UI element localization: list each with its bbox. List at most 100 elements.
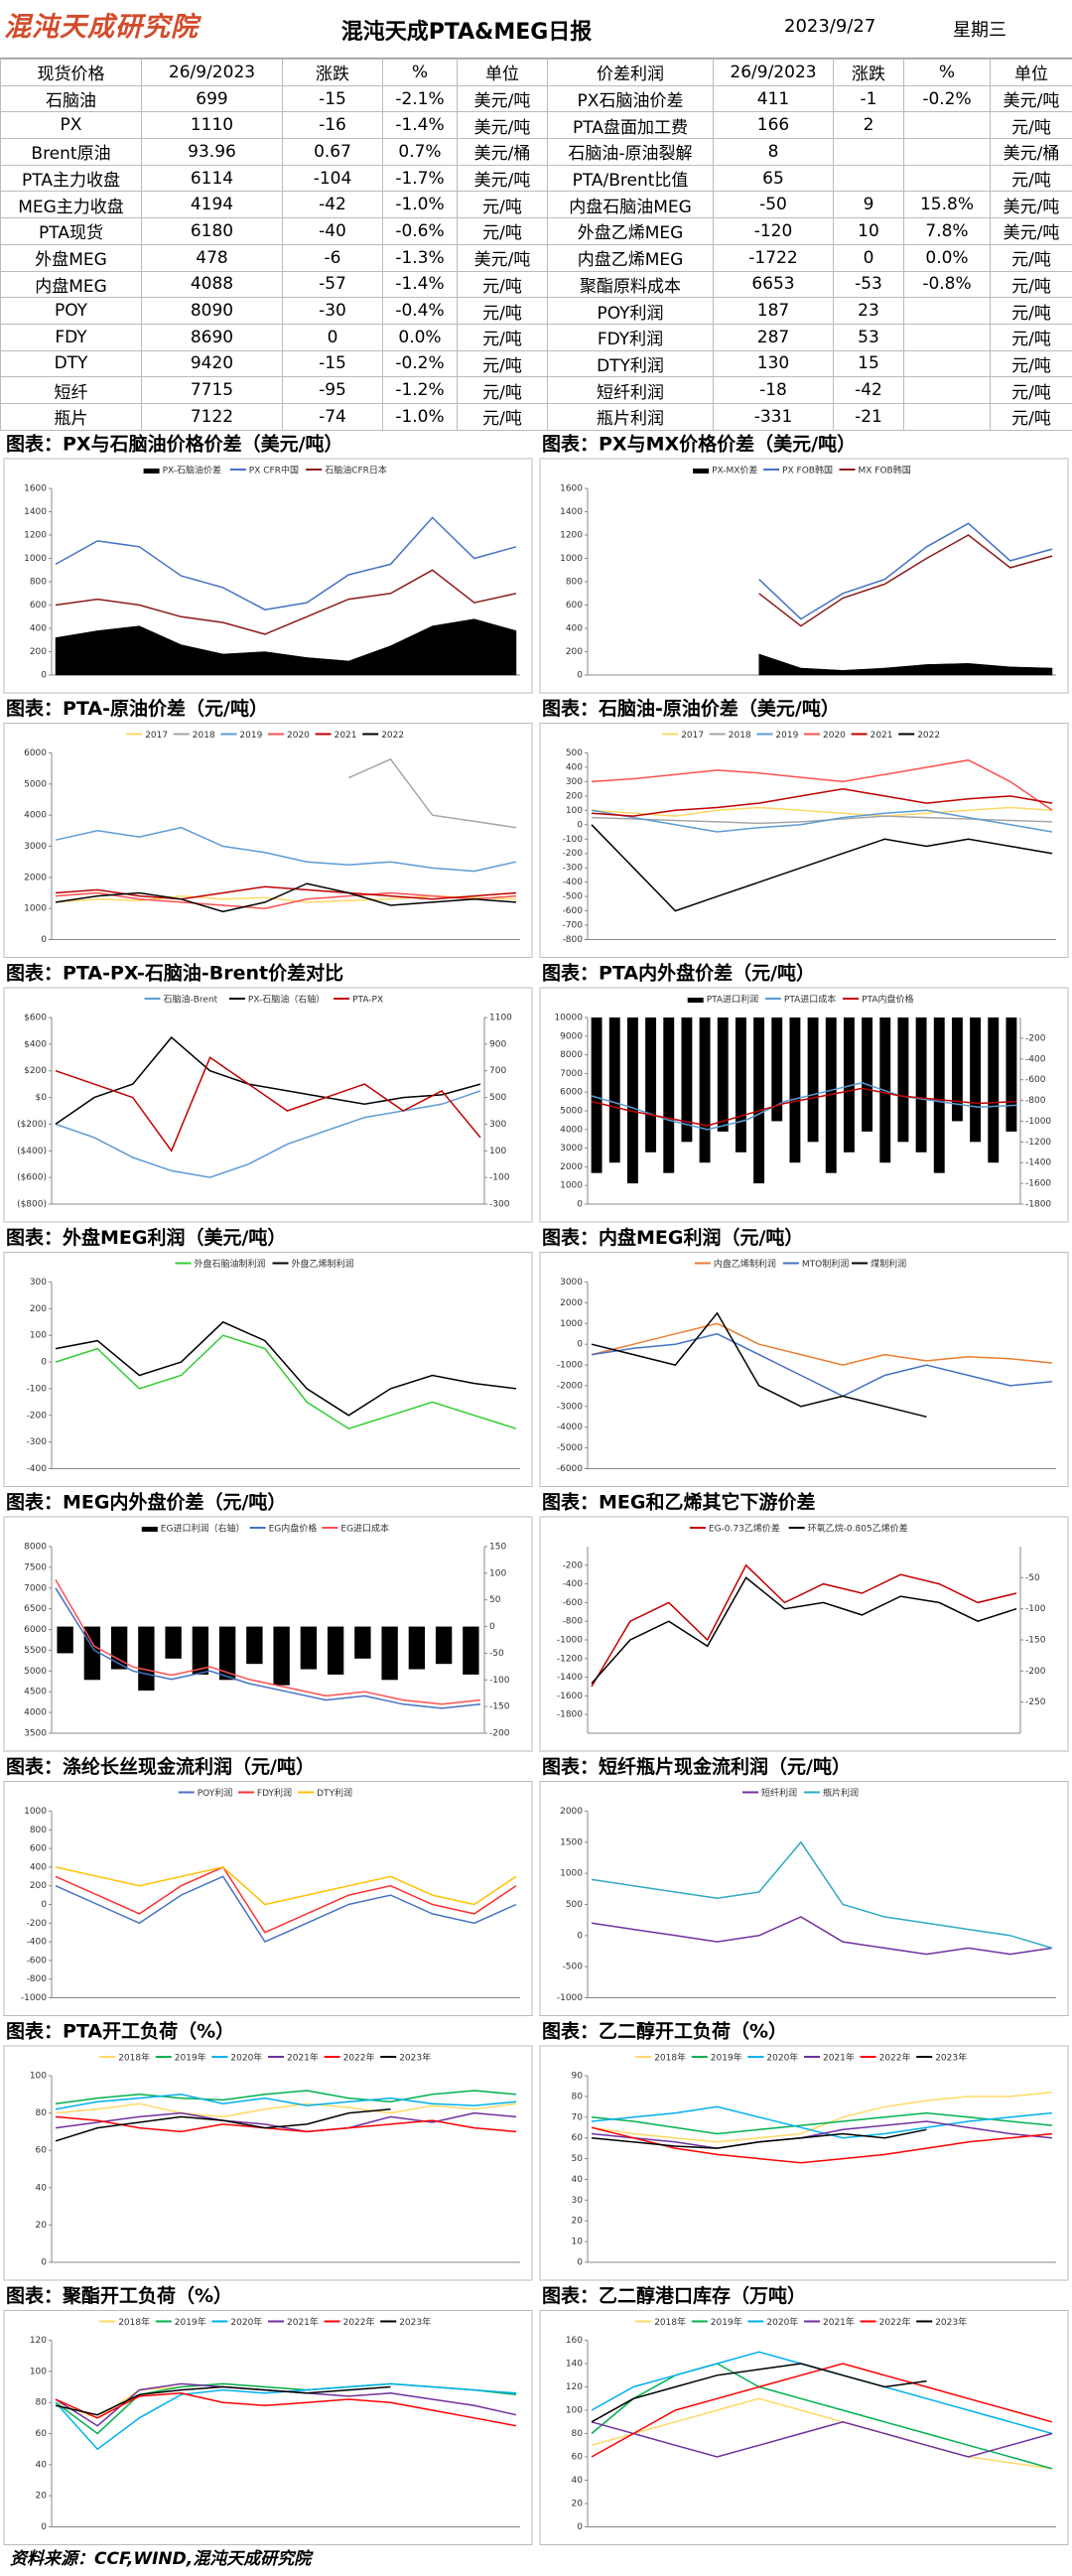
line xyxy=(55,1875,517,1944)
table-cell: PTA主力收盘 xyxy=(0,164,142,193)
table-cell: 6114 xyxy=(141,164,283,193)
table-cell: -1.4% xyxy=(382,270,458,299)
y-tick-label: ($600) xyxy=(17,1173,47,1183)
legend-swatch xyxy=(237,1791,254,1794)
legend-swatch xyxy=(782,1262,799,1265)
chart-title: 图表：PX与石脑油价格价差（美元/吨） xyxy=(6,433,343,456)
chart-frame xyxy=(539,1781,1069,2016)
bar xyxy=(246,1626,263,1665)
line xyxy=(591,1082,1017,1131)
line xyxy=(55,2115,517,2133)
legend-swatch xyxy=(272,1262,289,1265)
table-cell: 元/吨 xyxy=(990,243,1072,272)
table-cell: PTA盘面加工费 xyxy=(547,111,714,140)
bar xyxy=(83,1626,101,1681)
y-tick-label: 20 xyxy=(572,2217,584,2227)
y-tick-label: 1400 xyxy=(560,507,583,517)
chart-frame xyxy=(3,1252,533,1487)
y-tick-label: -200 xyxy=(27,1411,48,1421)
legend-label: 2017 xyxy=(681,731,704,741)
table-cell: -0.2% xyxy=(382,349,458,378)
table-cell: PX xyxy=(0,111,142,140)
legend-swatch xyxy=(693,469,710,474)
table-cell: 石脑油-原油裂解 xyxy=(547,138,714,166)
table-cell: 美元/吨 xyxy=(457,111,548,140)
y-tick-label: 0 xyxy=(577,1340,583,1350)
y-tick-label: 6000 xyxy=(24,1625,47,1635)
line xyxy=(591,1087,1017,1127)
y-tick-label: -1000 xyxy=(21,1993,47,2003)
table-cell: -0.6% xyxy=(382,217,458,245)
y-tick-label: $0 xyxy=(36,1093,48,1103)
y-tick-label: -400 xyxy=(563,878,584,887)
table-cell: 美元/吨 xyxy=(457,164,548,193)
y2-tick-label: -50 xyxy=(1025,1573,1040,1583)
table-cell: 现货价格 xyxy=(0,59,142,86)
y-tick-label: -500 xyxy=(563,892,584,902)
legend-swatch xyxy=(804,2056,820,2058)
table-row: 石脑油 699 -15 -2.1% 美元/吨 PX石脑油价差 411 -1 -0.2% 美元/吨 xyxy=(0,84,1072,113)
legend-swatch xyxy=(211,2056,228,2058)
y-tick-label: 0 xyxy=(577,1200,583,1210)
chart-frame xyxy=(539,723,1069,958)
y-tick-label: 200 xyxy=(566,647,583,657)
legend-swatch xyxy=(315,733,332,736)
y-tick-label: 40 xyxy=(36,2183,48,2193)
chart-title: 图表：PTA内外盘价差（元/吨） xyxy=(542,962,815,985)
table-cell xyxy=(903,138,991,166)
legend-label: 2018年 xyxy=(118,2316,150,2328)
area xyxy=(55,618,517,676)
y-tick-label: 2000 xyxy=(24,873,47,882)
table-row: 内盘MEG 4088 -57 -1.4% 元/吨 聚酯原料成本 6653 -53 -0.8% 元/… xyxy=(0,270,1072,299)
report-date: 2023/9/27 xyxy=(784,16,876,37)
chart-title: 图表：PTA-PX-石脑油-Brent价差对比 xyxy=(6,962,343,985)
y-tick-label: 800 xyxy=(30,578,47,588)
table-cell: 元/吨 xyxy=(990,323,1072,351)
legend-label: 外盘石脑油制利润 xyxy=(195,1258,266,1270)
y-tick-label: 100 xyxy=(30,2367,47,2376)
table-cell: 聚酯原料成本 xyxy=(547,270,714,299)
table-cell: -18 xyxy=(713,376,834,404)
y-tick-label: 5000 xyxy=(24,1667,47,1677)
bar xyxy=(988,1017,1000,1163)
legend-label: 2021 xyxy=(871,731,893,741)
legend-label: 2018 xyxy=(193,731,215,741)
legend-label: 石脑油-Brent xyxy=(164,994,218,1006)
table-cell: 元/吨 xyxy=(457,270,548,299)
table-cell: 瓶片利润 xyxy=(547,402,714,431)
bar xyxy=(381,1626,398,1681)
line xyxy=(55,2392,517,2427)
table-cell: -30 xyxy=(282,297,383,325)
table-cell: 4194 xyxy=(141,191,283,219)
y-tick-label: -800 xyxy=(563,935,584,945)
legend-swatch xyxy=(839,469,856,471)
report-title: 混沌天成PTA&MEG日报 xyxy=(340,20,593,45)
table-cell xyxy=(903,402,991,431)
y-tick-label: 60 xyxy=(572,2453,584,2463)
table-row: Brent原油 93.96 0.67 0.7% 美元/桶 石脑油-原油裂解 8 美元/桶 xyxy=(0,138,1072,166)
table-cell: 287 xyxy=(713,323,834,351)
table-cell: FDY xyxy=(0,323,142,351)
y2-tick-label: 1100 xyxy=(489,1014,512,1023)
y-tick-label: 40 xyxy=(572,2476,584,2486)
legend-swatch xyxy=(804,733,820,736)
table-cell: 7.8% xyxy=(903,217,991,245)
line xyxy=(591,1840,1053,1950)
legend-label: PTA-PX xyxy=(352,996,383,1006)
legend-label: 2019年 xyxy=(175,2052,206,2064)
legend-swatch xyxy=(143,469,160,474)
table-cell: -0.8% xyxy=(903,270,991,299)
y-tick-label: 2000 xyxy=(560,1162,583,1172)
table-cell xyxy=(903,111,991,140)
y-tick-label: 4000 xyxy=(24,811,47,821)
table-cell: -1.7% xyxy=(382,164,458,193)
y-tick-label: 60 xyxy=(572,2133,584,2143)
y-tick-label: -300 xyxy=(27,1437,48,1447)
table-cell: -15 xyxy=(282,84,383,113)
y-tick-label: -4000 xyxy=(557,1423,583,1432)
table-cell: 6180 xyxy=(141,217,283,245)
line xyxy=(55,2385,391,2416)
line xyxy=(55,2102,517,2118)
line xyxy=(591,2126,1053,2164)
bar xyxy=(626,1017,638,1184)
